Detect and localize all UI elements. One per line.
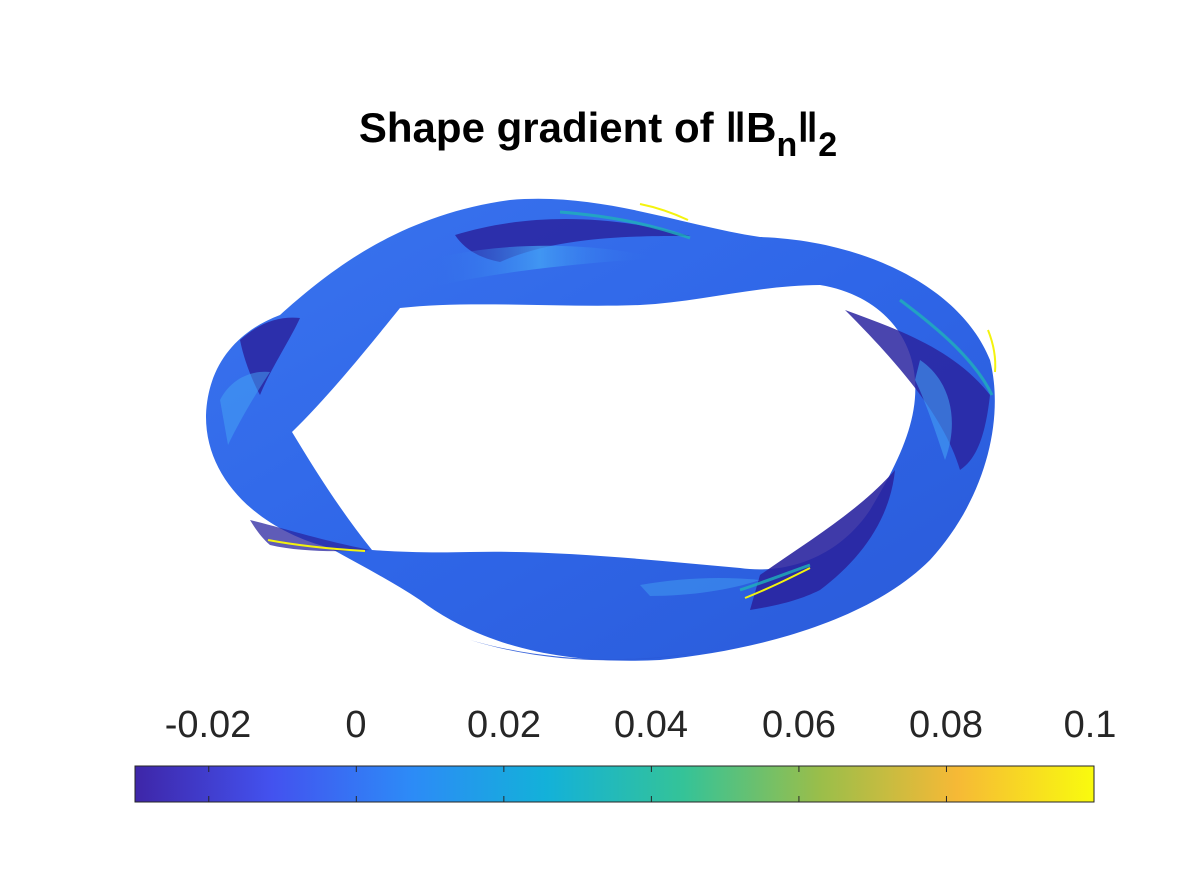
yellow-accent-lower-right — [744, 567, 811, 599]
title-subscript-2: 2 — [818, 126, 838, 164]
title-subscript-n: n — [776, 126, 798, 164]
highlight-top — [420, 245, 660, 285]
highlight-right — [915, 360, 952, 460]
colorbar-tick-label: 0.08 — [909, 704, 983, 746]
yellow-accent-top — [639, 203, 689, 221]
teal-accent-top — [559, 210, 691, 240]
colorbar-tick-label: 0.1 — [1063, 704, 1117, 746]
teal-accent-right — [899, 298, 994, 396]
yellow-accent-lower-left — [267, 539, 366, 552]
colorbar-tick-label: 0.02 — [467, 704, 541, 746]
title-text: Shape gradient of — [358, 104, 726, 151]
plot-title: Shape gradient of ‖Bn‖2 — [0, 104, 1196, 165]
title-norm-open: ‖B — [725, 104, 777, 151]
highlight-bottom — [640, 577, 760, 596]
teal-accent-lower — [739, 563, 811, 592]
colorbar-gradient — [134, 765, 1095, 803]
colorbar-tick-label: 0 — [345, 704, 367, 746]
colorbar-tick-label: 0.06 — [762, 704, 836, 746]
dark-band-right — [845, 310, 990, 470]
ring-body — [205, 198, 995, 661]
title-norm-close: ‖ — [797, 104, 819, 151]
colorbar-tick-label: 0.04 — [614, 704, 688, 746]
yellow-accent-right — [987, 329, 997, 373]
dark-band-lower-left — [250, 520, 370, 552]
colorbar-ticks — [208, 766, 1095, 802]
colorbar-tick-label: -0.02 — [164, 704, 252, 746]
highlight-left — [220, 371, 270, 445]
